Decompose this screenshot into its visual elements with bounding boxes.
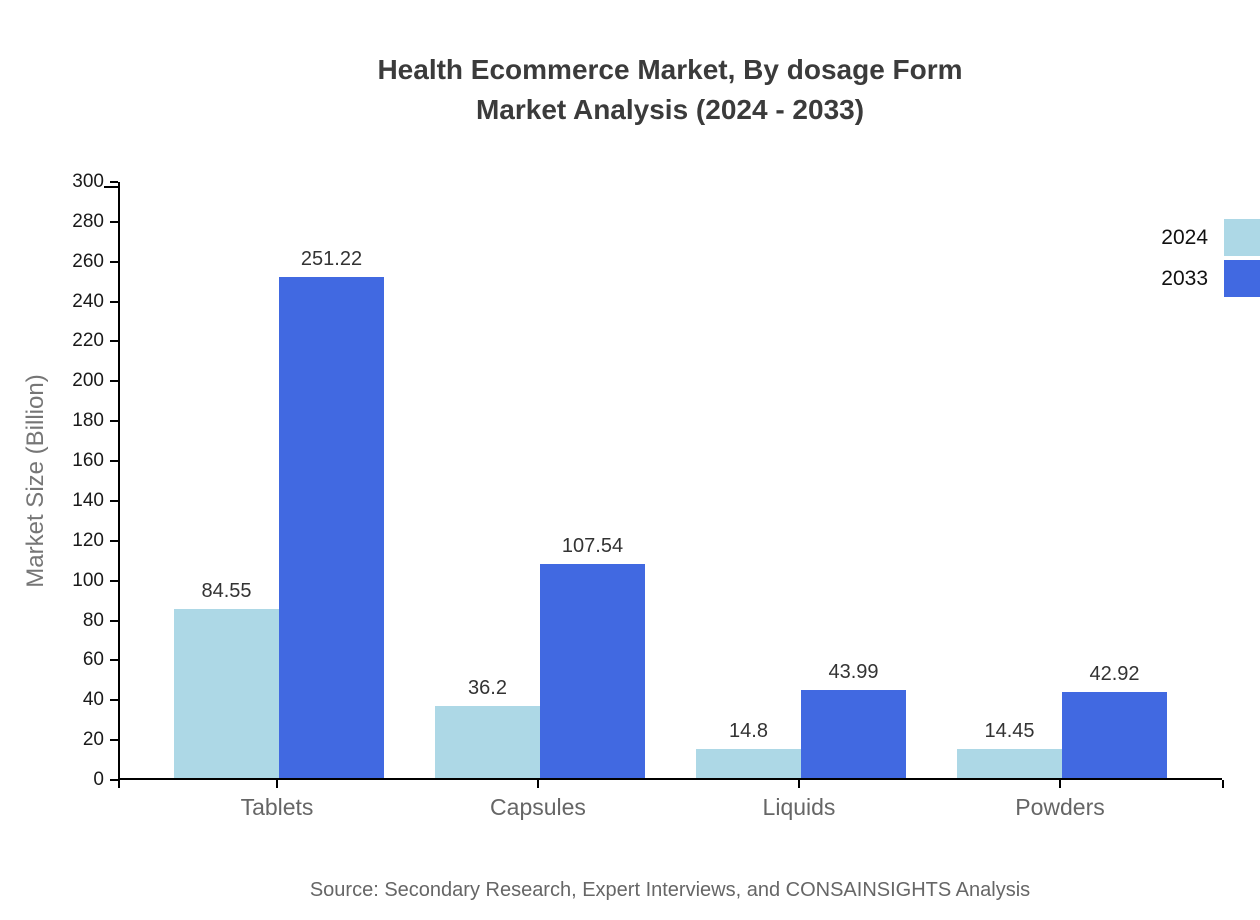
bar-value-label: 107.54: [561, 534, 624, 557]
bar-2024-tablets: [174, 609, 279, 778]
bar-value-label: 42.92: [1089, 663, 1140, 686]
legend-label: 2033: [1161, 266, 1208, 290]
bar-2024-capsules: [435, 705, 540, 778]
y-tick-label: 200: [72, 370, 104, 392]
y-tick: [110, 539, 118, 542]
y-tick-label: 20: [82, 729, 104, 751]
category-label: Tablets: [240, 794, 314, 820]
y-tick: [110, 739, 118, 742]
x-tick: [118, 780, 120, 788]
y-tick: [110, 579, 118, 582]
y-tick-label: 80: [82, 609, 104, 631]
y-tick-label: 0: [93, 769, 104, 790]
y-tick-label: 40: [82, 689, 104, 711]
y-tick: [110, 340, 118, 343]
bar-value-label: 14.45: [984, 720, 1035, 743]
bar-2024-powders: [957, 749, 1062, 778]
x-tick: [537, 780, 539, 788]
legend: 2024 2033: [1118, 219, 1260, 301]
y-tick-label: 160: [72, 450, 104, 472]
y-axis-end-cap: [104, 186, 118, 188]
source-note: Source: Secondary Research, Expert Inter…: [309, 879, 1031, 901]
bar-value-label: 43.99: [828, 661, 879, 684]
y-tick: [110, 260, 118, 263]
chart-title-line1: Health Ecommerce Market, By dosage Form: [377, 54, 963, 85]
bar-value-label: 84.55: [201, 580, 252, 603]
y-tick: [110, 499, 118, 502]
y-tick-label: 60: [82, 649, 104, 671]
category-label: Liquids: [762, 794, 836, 820]
bar-2033-capsules: [540, 563, 645, 778]
y-tick-label: 220: [72, 330, 104, 352]
y-tick: [110, 420, 118, 423]
y-tick: [110, 181, 118, 183]
x-tick: [1222, 780, 1224, 788]
y-tick: [110, 619, 118, 622]
y-tick-label: 300: [72, 171, 104, 192]
y-tick-label: 260: [72, 250, 104, 272]
y-tick-label: 240: [72, 290, 104, 312]
y-tick: [110, 779, 118, 781]
y-tick-label: 100: [72, 569, 104, 591]
y-tick-label: 180: [72, 410, 104, 432]
plot-area: 84.55 251.22 36.2 107.54 14.8 43.99 14.45 42.92: [118, 182, 1222, 780]
bar-value-label: 14.8: [729, 719, 768, 742]
x-tick: [1059, 780, 1061, 788]
y-tick: [110, 659, 118, 662]
x-tick: [798, 780, 800, 788]
y-tick-label: 140: [72, 489, 104, 511]
y-tick: [110, 460, 118, 463]
y-tick: [110, 380, 118, 383]
bar-2033-tablets: [279, 277, 384, 778]
x-tick: [276, 780, 278, 788]
legend-item-2024: 2024: [1118, 219, 1260, 256]
legend-label: 2024: [1161, 225, 1208, 249]
chart-title-line2: Market Analysis (2024 - 2033): [475, 94, 865, 125]
y-tick: [110, 220, 118, 223]
y-tick-label: 120: [72, 529, 104, 551]
category-label: Capsules: [490, 794, 586, 820]
y-tick-label: 280: [72, 210, 104, 232]
bar-value-label: 251.22: [300, 248, 363, 271]
category-label: Powders: [1015, 794, 1105, 820]
y-tick: [110, 300, 118, 303]
bar-2033-liquids: [801, 690, 906, 778]
bar-value-label: 36.2: [468, 676, 507, 699]
legend-swatch: [1224, 219, 1260, 256]
y-tick: [110, 699, 118, 702]
legend-item-2033: 2033: [1118, 260, 1260, 297]
bar-2033-powders: [1062, 692, 1167, 778]
bar-2024-liquids: [696, 748, 801, 778]
legend-swatch: [1224, 260, 1260, 297]
